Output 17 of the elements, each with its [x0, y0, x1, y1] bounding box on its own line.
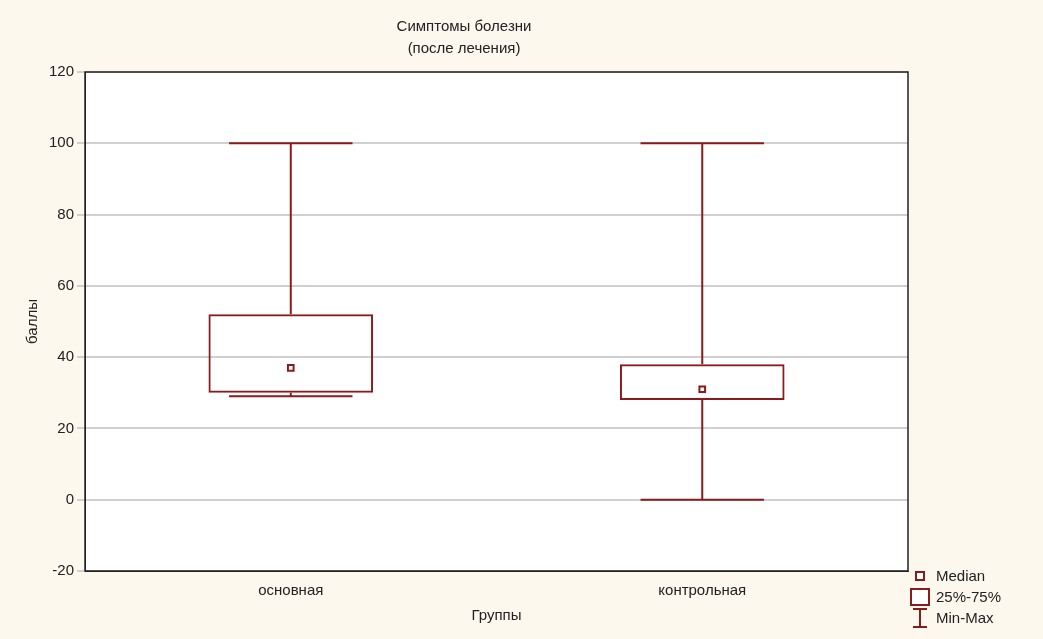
x-tick-label: контрольная [658, 581, 747, 599]
text: Min-Max [936, 609, 994, 626]
y-tick-label: 0 [65, 489, 75, 507]
y-tick-label: 100 [49, 133, 75, 151]
x-tick-label: основная [258, 581, 324, 599]
y-axis-title: баллы [23, 299, 41, 344]
text: 25%-75% [936, 588, 1002, 605]
y-tick-label: 80 [57, 204, 75, 222]
y-tick-label: 40 [57, 347, 75, 365]
x-axis-title: Группы [471, 606, 522, 624]
y-tick-label: 60 [57, 276, 75, 293]
chart-title: Симптомы болезни [396, 17, 532, 35]
text: Median [936, 567, 986, 584]
y-tick-label: -20 [52, 561, 75, 579]
chart-subtitle: (после лечения) [407, 39, 521, 57]
y-tick-label: 120 [49, 62, 75, 80]
y-tick-label: 20 [57, 418, 75, 436]
